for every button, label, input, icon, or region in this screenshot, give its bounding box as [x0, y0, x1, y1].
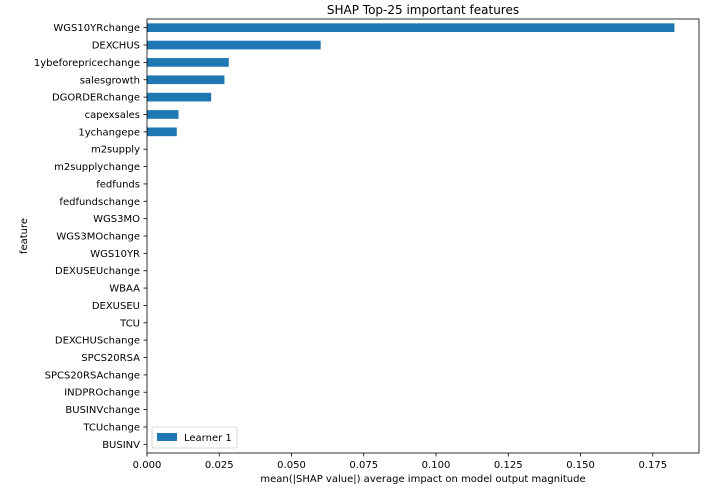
bar-1ybeforepricechange: [147, 58, 229, 67]
y-tick-label: SPCS20RSA: [81, 353, 140, 364]
y-tick-label: capexsales: [85, 110, 140, 121]
x-tick-label: 0.175: [638, 460, 667, 471]
y-tick-label: fedfunds: [96, 179, 140, 190]
plot-frame: [146, 18, 700, 454]
x-tick-label: 0.000: [133, 460, 162, 471]
bar-1ychangepe: [147, 127, 177, 137]
y-tick-label: WGS3MOchange: [56, 232, 140, 243]
x-tick-label: 0.100: [422, 460, 451, 471]
y-tick-label: WGS3MO: [93, 214, 140, 225]
y-tick-label: WBAA: [109, 284, 140, 295]
y-tick-label: DEXUSEUchange: [55, 266, 140, 277]
bars: [147, 23, 675, 137]
chart-title: SHAP Top-25 important features: [327, 3, 519, 17]
y-tick-label: WGS10YR: [90, 249, 140, 260]
x-ticks: 0.000 0.025 0.050 0.075 0.100 0.125 0.150 0.175: [133, 453, 667, 471]
bar-capexsales: [147, 110, 179, 119]
x-tick-label: 0.075: [349, 460, 378, 471]
x-tick-label: 0.125: [494, 460, 523, 471]
y-tick-label: DEXCHUSchange: [55, 336, 140, 347]
y-tick-label: DEXCHUS: [92, 41, 140, 52]
y-tick-label: WGS10YRchange: [53, 23, 140, 34]
y-tick-label: BUSINVchange: [65, 405, 140, 416]
bar-DEXCHUS: [147, 40, 321, 50]
legend: Learner 1: [151, 426, 238, 449]
y-tick-label: m2supplychange: [54, 162, 140, 173]
y-tick-label: salesgrowth: [80, 75, 140, 86]
y-tick-label: TCUchange: [82, 422, 140, 433]
bar-DGORDERchange: [147, 92, 212, 102]
x-tick-label: 0.150: [566, 460, 595, 471]
y-tick-label: 1ychangepe: [78, 127, 140, 138]
y-axis-label: feature: [19, 218, 30, 254]
y-tick-label: SPCS20RSAchange: [45, 370, 140, 381]
y-tick-labels: WGS10YRchange DEXCHUS 1ybeforepricechange s…: [34, 23, 147, 451]
y-tick-label: 1ybeforepricechange: [34, 58, 140, 69]
bar-WGS10YRchange: [147, 23, 675, 33]
y-tick-label: BUSINV: [102, 440, 140, 451]
legend-box: [151, 426, 238, 449]
legend-swatch: [157, 433, 177, 441]
legend-label: Learner 1: [184, 433, 232, 444]
y-tick-label: m2supply: [91, 145, 140, 156]
x-tick-label: 0.025: [205, 460, 234, 471]
x-tick-label: 0.050: [277, 460, 306, 471]
bar-salesgrowth: [147, 75, 225, 85]
y-tick-label: DGORDERchange: [52, 93, 140, 104]
x-axis-label: mean(|SHAP value|) average impact on mod…: [260, 474, 585, 485]
y-tick-label: TCU: [119, 318, 140, 329]
y-tick-label: DEXUSEU: [92, 301, 140, 312]
y-tick-label: INDPROchange: [64, 388, 140, 399]
y-tick-label: fedfundschange: [59, 197, 140, 208]
